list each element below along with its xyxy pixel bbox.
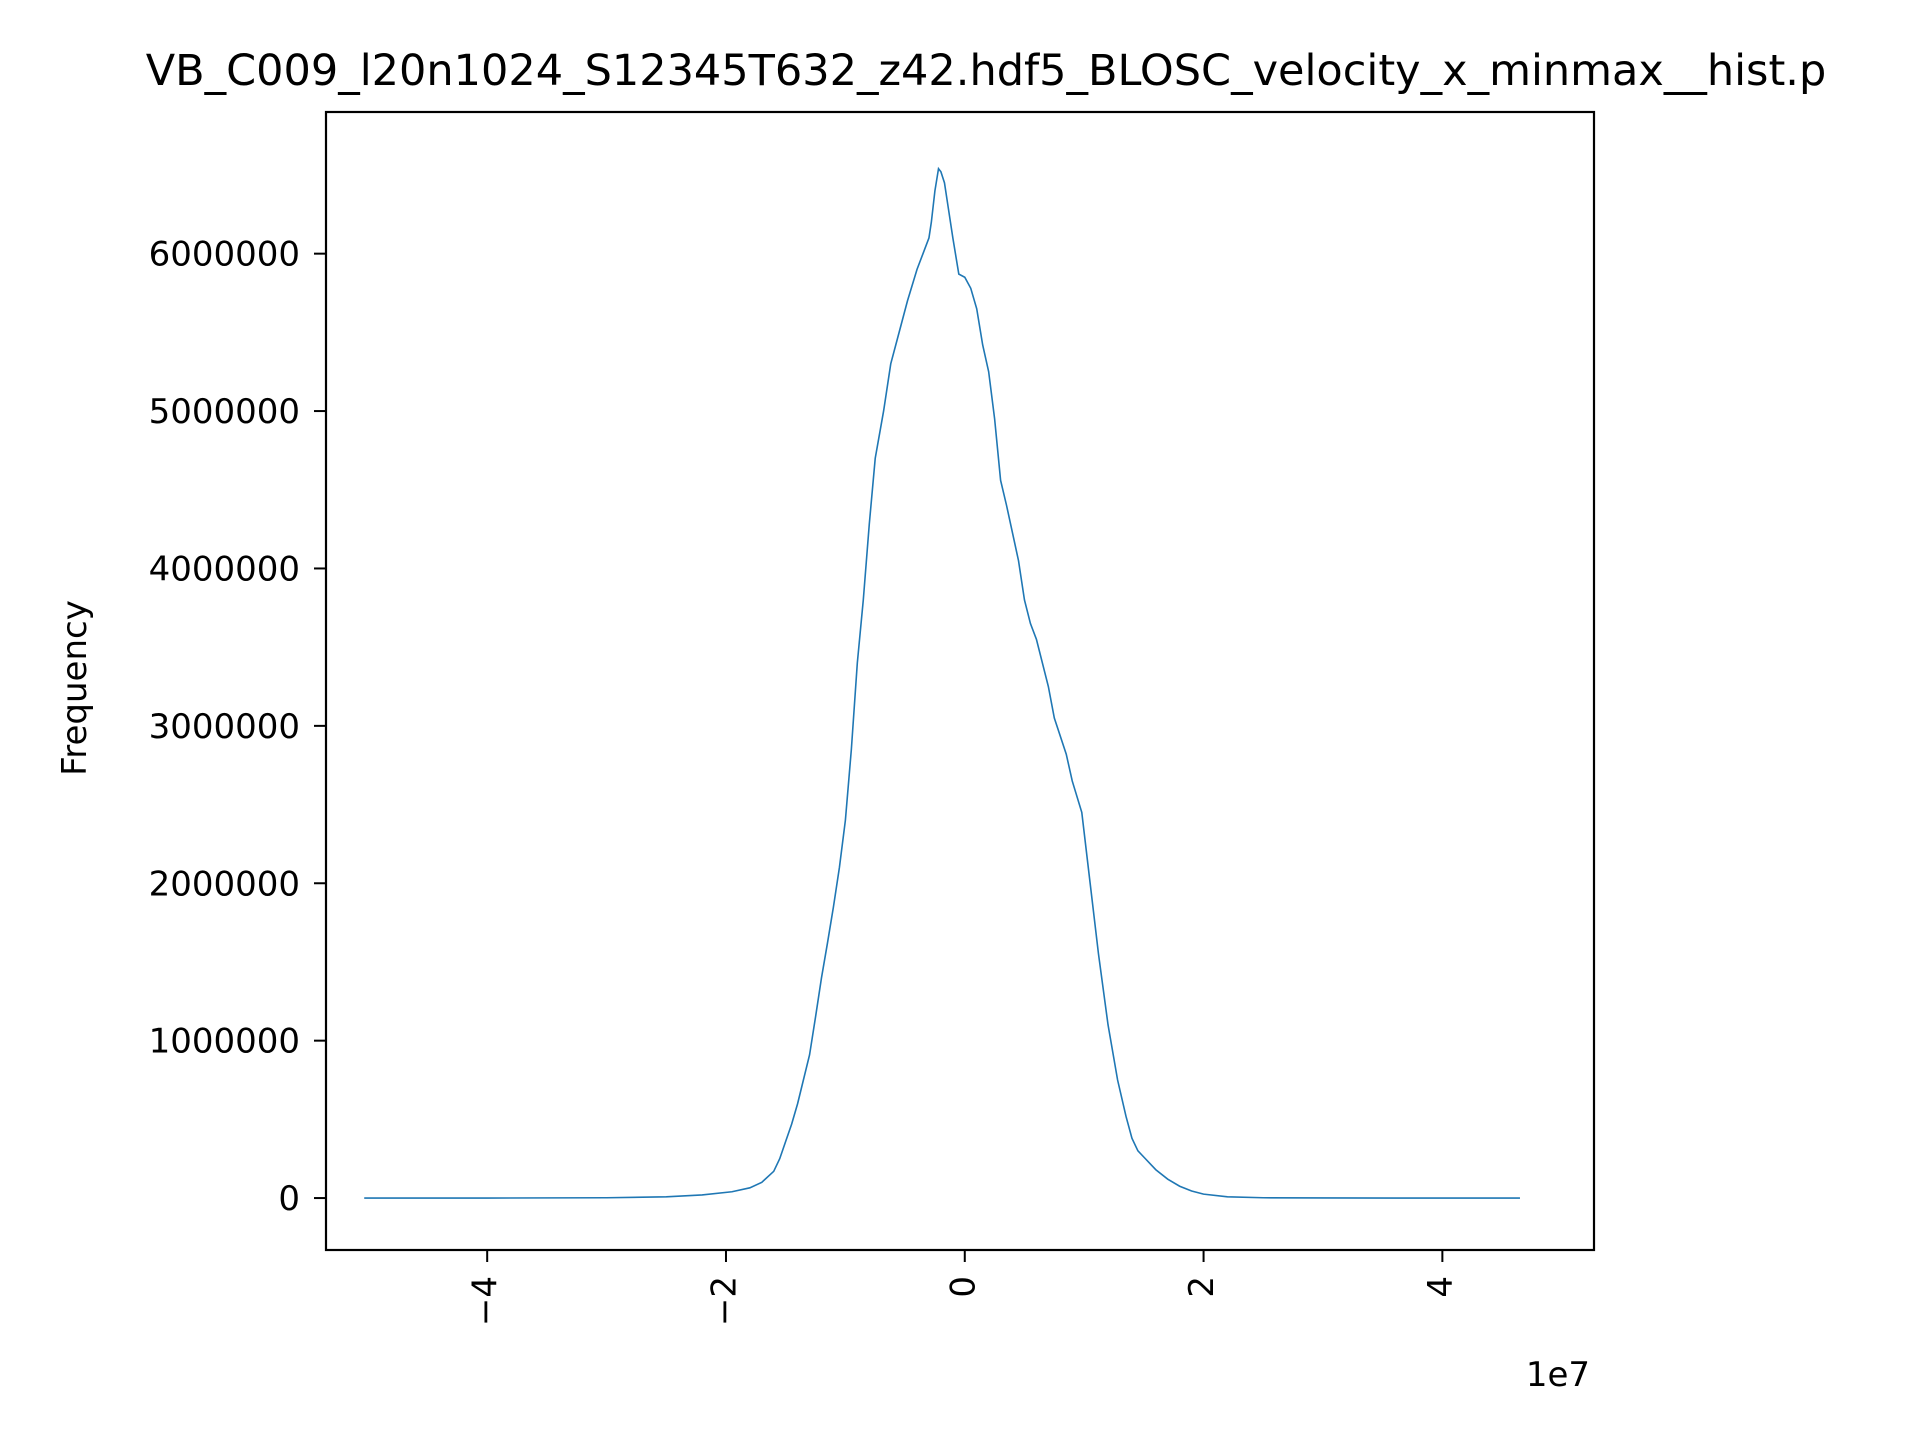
x-axis-ticks: −4 −2 0 2 4 — [466, 1250, 1461, 1326]
y-tick-label: 5000000 — [149, 392, 300, 432]
x-tick-label: −2 — [704, 1276, 744, 1326]
frequency-series-line — [364, 166, 1520, 1199]
x-tick-label: 0 — [943, 1276, 983, 1298]
y-axis-ticks: 0 1000000 2000000 3000000 4000000 5000000 6000… — [149, 235, 326, 1219]
x-axis-offset-label: 1e7 — [1526, 1355, 1590, 1395]
y-tick-label: 2000000 — [149, 864, 300, 904]
x-tick-label: 4 — [1421, 1276, 1461, 1298]
y-tick-label: 6000000 — [149, 235, 300, 275]
y-axis-label: Frequency — [55, 600, 95, 776]
x-tick-label: 2 — [1182, 1276, 1222, 1298]
y-tick-label: 1000000 — [149, 1022, 300, 1062]
y-tick-label: 0 — [278, 1179, 300, 1219]
chart-title: VB_C009_l20n1024_S12345T632_z42.hdf5_BLO… — [146, 46, 1827, 96]
plot-area-frame — [324, 110, 1596, 1252]
y-tick-label: 3000000 — [149, 707, 300, 747]
y-tick-label: 4000000 — [149, 549, 300, 589]
x-tick-label: −4 — [466, 1276, 506, 1326]
